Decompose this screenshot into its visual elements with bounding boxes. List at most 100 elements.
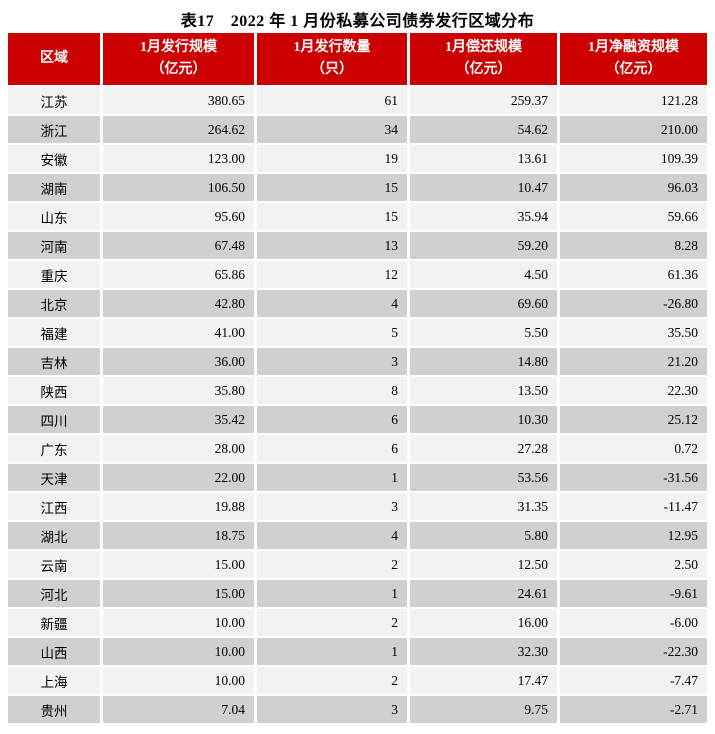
value-cell: 59.20 xyxy=(410,232,560,261)
value-cell: 2 xyxy=(257,551,410,580)
region-cell: 云南 xyxy=(8,551,103,580)
value-cell: -31.56 xyxy=(560,464,707,493)
value-cell: 59.66 xyxy=(560,203,707,232)
table-row: 安徽 123.00 19 13.61 109.39 xyxy=(8,145,707,174)
value-cell: 0.72 xyxy=(560,435,707,464)
value-cell: 19.88 xyxy=(103,493,257,522)
table-row: 江西 19.88 3 31.35 -11.47 xyxy=(8,493,707,522)
table-row: 山东 95.60 15 35.94 59.66 xyxy=(8,203,707,232)
header-net-financing-scale: 1月净融资规模 （亿元） xyxy=(560,33,707,87)
value-cell: 13.50 xyxy=(410,377,560,406)
value-cell: 35.50 xyxy=(560,319,707,348)
value-cell: 3 xyxy=(257,493,410,522)
table-row: 四川 35.42 6 10.30 25.12 xyxy=(8,406,707,435)
region-cell: 重庆 xyxy=(8,261,103,290)
region-cell: 吉林 xyxy=(8,348,103,377)
region-cell: 四川 xyxy=(8,406,103,435)
table-row: 吉林 36.00 3 14.80 21.20 xyxy=(8,348,707,377)
value-cell: 15.00 xyxy=(103,580,257,609)
value-cell: 9.75 xyxy=(410,696,560,725)
value-cell: 5.80 xyxy=(410,522,560,551)
value-cell: 61.36 xyxy=(560,261,707,290)
value-cell: 121.28 xyxy=(560,87,707,116)
value-cell: 210.00 xyxy=(560,116,707,145)
value-cell: 3 xyxy=(257,348,410,377)
value-cell: 67.48 xyxy=(103,232,257,261)
table-row: 北京 42.80 4 69.60 -26.80 xyxy=(8,290,707,319)
value-cell: -6.00 xyxy=(560,609,707,638)
value-cell: 21.20 xyxy=(560,348,707,377)
value-cell: 13 xyxy=(257,232,410,261)
value-cell: 109.39 xyxy=(560,145,707,174)
value-cell: 24.61 xyxy=(410,580,560,609)
value-cell: -26.80 xyxy=(560,290,707,319)
value-cell: 12 xyxy=(257,261,410,290)
value-cell: 12.50 xyxy=(410,551,560,580)
table-row: 湖南 106.50 15 10.47 96.03 xyxy=(8,174,707,203)
value-cell: 34 xyxy=(257,116,410,145)
region-cell: 广东 xyxy=(8,435,103,464)
value-cell: 69.60 xyxy=(410,290,560,319)
value-cell: 2 xyxy=(257,609,410,638)
value-cell: 4 xyxy=(257,290,410,319)
table-row: 河北 15.00 1 24.61 -9.61 xyxy=(8,580,707,609)
region-cell: 山西 xyxy=(8,638,103,667)
value-cell: 15 xyxy=(257,174,410,203)
region-cell: 安徽 xyxy=(8,145,103,174)
value-cell: 10.47 xyxy=(410,174,560,203)
table-row: 重庆 65.86 12 4.50 61.36 xyxy=(8,261,707,290)
value-cell: 5.50 xyxy=(410,319,560,348)
table-row: 上海 10.00 2 17.47 -7.47 xyxy=(8,667,707,696)
value-cell: 12.95 xyxy=(560,522,707,551)
value-cell: -11.47 xyxy=(560,493,707,522)
value-cell: 15.00 xyxy=(103,551,257,580)
table-row: 浙江 264.62 34 54.62 210.00 xyxy=(8,116,707,145)
value-cell: 10.00 xyxy=(103,667,257,696)
table-row: 云南 15.00 2 12.50 2.50 xyxy=(8,551,707,580)
value-cell: 10.00 xyxy=(103,609,257,638)
value-cell: 1 xyxy=(257,638,410,667)
value-cell: 7.04 xyxy=(103,696,257,725)
value-cell: 19 xyxy=(257,145,410,174)
value-cell: 8 xyxy=(257,377,410,406)
table-body: 江苏 380.65 61 259.37 121.28 浙江 264.62 34 54.62 210… xyxy=(8,87,707,725)
value-cell: 14.80 xyxy=(410,348,560,377)
value-cell: -7.47 xyxy=(560,667,707,696)
region-cell: 湖南 xyxy=(8,174,103,203)
value-cell: 22.30 xyxy=(560,377,707,406)
value-cell: -2.71 xyxy=(560,696,707,725)
value-cell: 380.65 xyxy=(103,87,257,116)
value-cell: 41.00 xyxy=(103,319,257,348)
value-cell: 96.03 xyxy=(560,174,707,203)
region-cell: 陕西 xyxy=(8,377,103,406)
value-cell: 95.60 xyxy=(103,203,257,232)
value-cell: 264.62 xyxy=(103,116,257,145)
table-row: 河南 67.48 13 59.20 8.28 xyxy=(8,232,707,261)
value-cell: 32.30 xyxy=(410,638,560,667)
header-row: 区域 1月发行规模 （亿元） 1月发行数量 （只） 1月偿还规模 （亿元） 1月… xyxy=(8,33,707,87)
header-issuance-scale: 1月发行规模 （亿元） xyxy=(103,33,257,87)
value-cell: 6 xyxy=(257,435,410,464)
value-cell: 1 xyxy=(257,464,410,493)
region-cell: 福建 xyxy=(8,319,103,348)
table-row: 广东 28.00 6 27.28 0.72 xyxy=(8,435,707,464)
header-issuance-count: 1月发行数量 （只） xyxy=(257,33,410,87)
value-cell: 36.00 xyxy=(103,348,257,377)
region-cell: 河南 xyxy=(8,232,103,261)
table-row: 福建 41.00 5 5.50 35.50 xyxy=(8,319,707,348)
region-cell: 北京 xyxy=(8,290,103,319)
value-cell: 10.30 xyxy=(410,406,560,435)
region-cell: 山东 xyxy=(8,203,103,232)
value-cell: 18.75 xyxy=(103,522,257,551)
value-cell: 6 xyxy=(257,406,410,435)
region-cell: 湖北 xyxy=(8,522,103,551)
value-cell: 42.80 xyxy=(103,290,257,319)
table-title: 表17 2022 年 1 月份私募公司债券发行区域分布 xyxy=(180,13,535,30)
value-cell: 35.94 xyxy=(410,203,560,232)
value-cell: 53.56 xyxy=(410,464,560,493)
table-row: 天津 22.00 1 53.56 -31.56 xyxy=(8,464,707,493)
value-cell: 17.47 xyxy=(410,667,560,696)
value-cell: 5 xyxy=(257,319,410,348)
value-cell: 35.42 xyxy=(103,406,257,435)
value-cell: 35.80 xyxy=(103,377,257,406)
